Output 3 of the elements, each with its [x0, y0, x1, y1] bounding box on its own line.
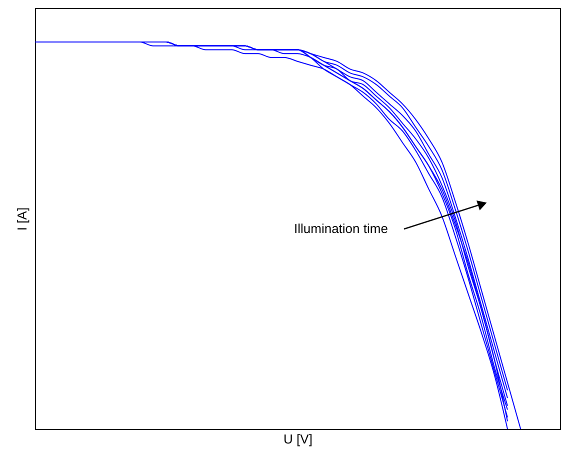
x-axis-title: U [V] [284, 432, 312, 446]
y-axis-title: I [A] [14, 207, 30, 231]
annotation: Illumination time [294, 221, 388, 236]
